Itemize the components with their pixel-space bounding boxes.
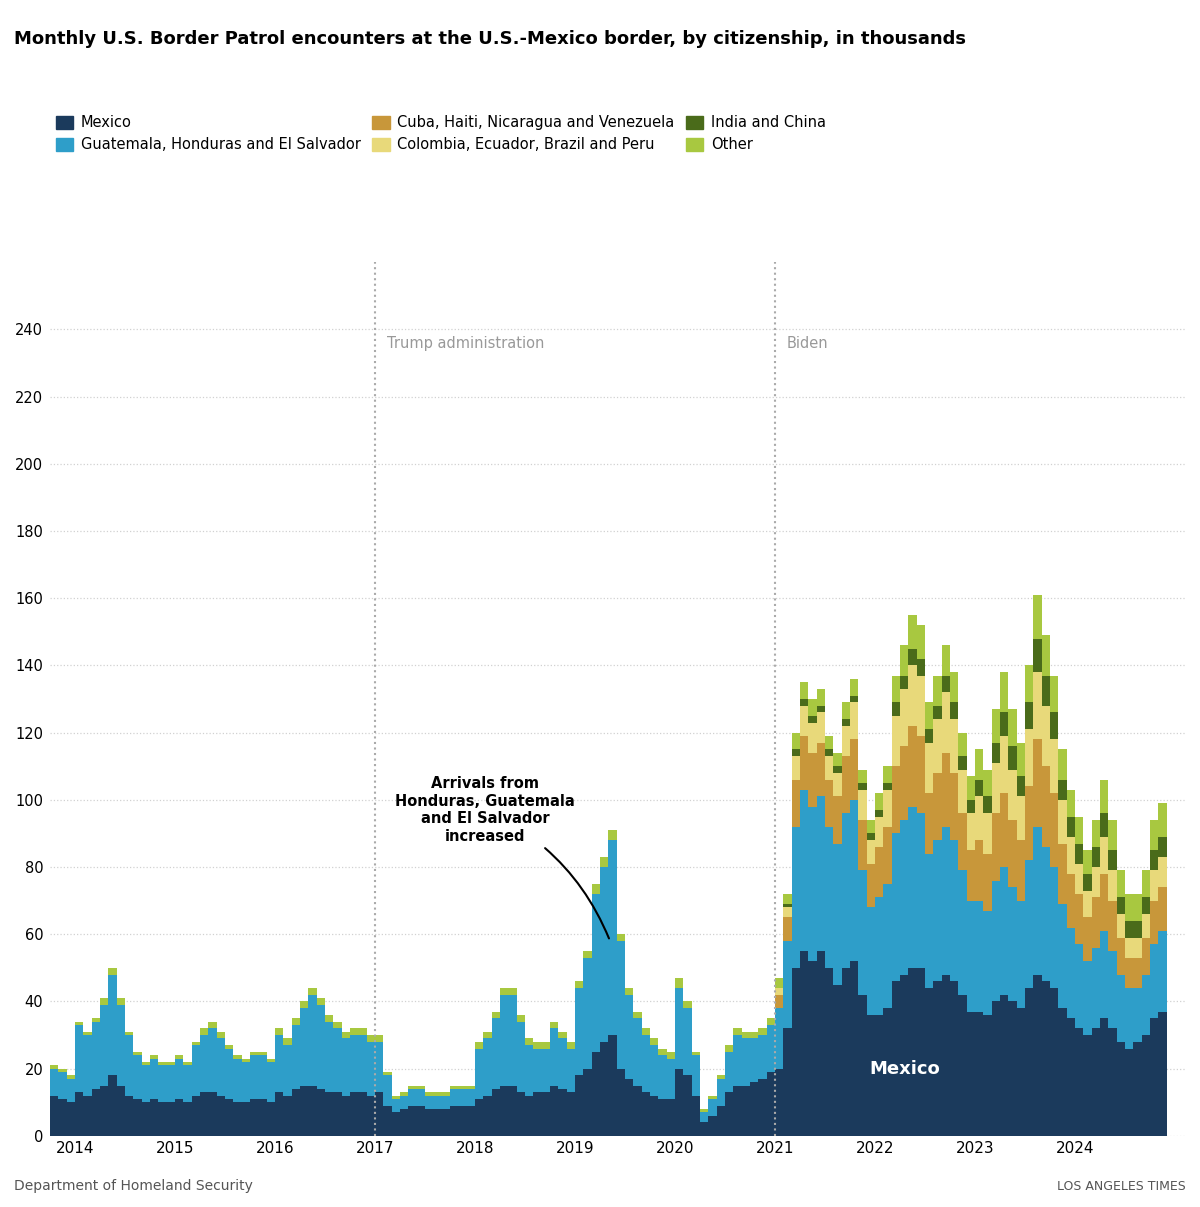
Text: Trump administration: Trump administration bbox=[388, 336, 545, 351]
Text: Monthly U.S. Border Patrol encounters at the U.S.-Mexico border, by citizenship,: Monthly U.S. Border Patrol encounters at… bbox=[14, 30, 966, 48]
Text: Arrivals from
Honduras, Guatemala
and El Salvador
increased: Arrivals from Honduras, Guatemala and El… bbox=[395, 776, 608, 938]
Text: Biden: Biden bbox=[787, 336, 829, 351]
Text: LOS ANGELES TIMES: LOS ANGELES TIMES bbox=[1057, 1179, 1186, 1193]
Legend: Mexico, Guatemala, Honduras and El Salvador, Cuba, Haiti, Nicaragua and Venezuel: Mexico, Guatemala, Honduras and El Salva… bbox=[50, 109, 832, 158]
Text: Mexico: Mexico bbox=[870, 1060, 941, 1078]
Text: Department of Homeland Security: Department of Homeland Security bbox=[14, 1178, 253, 1193]
